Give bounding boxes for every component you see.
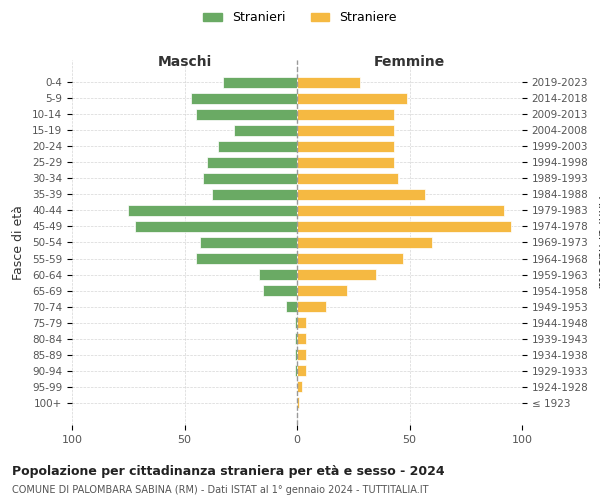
Bar xyxy=(295,317,297,328)
Bar xyxy=(295,349,297,360)
Bar xyxy=(135,221,297,232)
Legend: Stranieri, Straniere: Stranieri, Straniere xyxy=(198,6,402,29)
Bar xyxy=(297,285,347,296)
Bar xyxy=(212,189,297,200)
Bar xyxy=(191,92,297,104)
Text: Maschi: Maschi xyxy=(157,56,212,70)
Bar xyxy=(297,317,306,328)
Bar xyxy=(297,76,360,88)
Bar xyxy=(297,124,394,136)
Bar xyxy=(286,301,297,312)
Bar xyxy=(297,205,504,216)
Text: Femmine: Femmine xyxy=(374,56,445,70)
Bar xyxy=(196,108,297,120)
Bar xyxy=(200,237,297,248)
Y-axis label: Fasce di età: Fasce di età xyxy=(12,205,25,280)
Bar xyxy=(203,173,297,184)
Bar xyxy=(297,333,306,344)
Bar xyxy=(297,108,394,120)
Bar xyxy=(297,173,398,184)
Bar xyxy=(297,301,326,312)
Y-axis label: Anni di nascita: Anni di nascita xyxy=(595,196,600,289)
Bar xyxy=(223,76,297,88)
Bar xyxy=(128,205,297,216)
Bar xyxy=(234,124,297,136)
Bar xyxy=(218,140,297,152)
Bar xyxy=(297,237,432,248)
Bar xyxy=(297,156,394,168)
Bar xyxy=(297,397,299,408)
Bar xyxy=(297,140,394,152)
Bar xyxy=(263,285,297,296)
Text: COMUNE DI PALOMBARA SABINA (RM) - Dati ISTAT al 1° gennaio 2024 - TUTTITALIA.IT: COMUNE DI PALOMBARA SABINA (RM) - Dati I… xyxy=(12,485,428,495)
Bar xyxy=(297,349,306,360)
Bar xyxy=(297,92,407,104)
Bar xyxy=(259,269,297,280)
Bar xyxy=(297,221,511,232)
Bar xyxy=(297,381,302,392)
Bar xyxy=(196,253,297,264)
Bar xyxy=(297,253,403,264)
Text: Popolazione per cittadinanza straniera per età e sesso - 2024: Popolazione per cittadinanza straniera p… xyxy=(12,465,445,478)
Bar xyxy=(297,365,306,376)
Bar xyxy=(207,156,297,168)
Bar xyxy=(295,333,297,344)
Bar xyxy=(295,365,297,376)
Bar xyxy=(297,269,376,280)
Bar xyxy=(297,189,425,200)
